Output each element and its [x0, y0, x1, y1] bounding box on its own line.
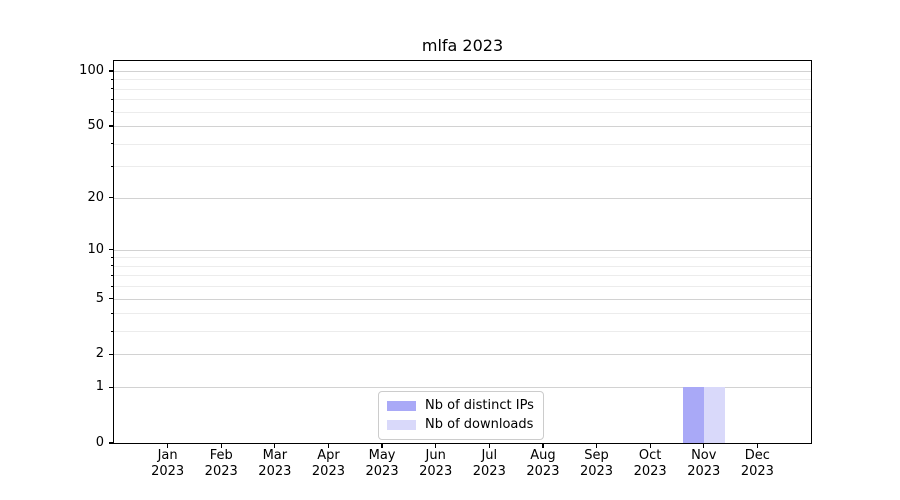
legend-label-downloads: Nb of downloads [425, 417, 534, 432]
y-tick-label-0: 0 [95, 435, 104, 450]
gridline-y-20 [114, 197, 811, 199]
gridline-y-80 [114, 88, 811, 90]
x-tick-label-nov-2023: Nov 2023 [687, 448, 721, 479]
gridline-y-2 [114, 354, 811, 356]
y-tick-10 [109, 249, 114, 251]
gridline-y-60 [114, 111, 811, 113]
legend-swatch-distinct-ips [387, 401, 416, 411]
x-tick-label-may-2023: May 2023 [365, 448, 399, 479]
x-tick-label-oct-2023: Oct 2023 [633, 448, 667, 479]
x-tick-apr-2023 [327, 444, 330, 448]
y-minor-tick-40 [111, 143, 114, 145]
gridline-y-40 [114, 143, 811, 145]
y-tick-label-2: 2 [95, 346, 104, 362]
x-tick-label-dec-2023: Dec 2023 [740, 448, 774, 479]
x-tick-label-mar-2023: Mar 2023 [258, 448, 292, 479]
gridline-y-100 [114, 71, 811, 73]
y-minor-tick-6 [111, 285, 114, 287]
y-tick-label-10: 10 [87, 241, 104, 257]
x-tick-nov-2023 [703, 444, 705, 448]
x-tick-label-apr-2023: Apr 2023 [311, 448, 345, 479]
x-tick-sep-2023 [595, 444, 598, 448]
plot-area [114, 61, 811, 443]
y-tick-label-100: 100 [79, 63, 104, 79]
x-tick-jul-2023 [488, 444, 490, 448]
gridline-y-30 [114, 166, 811, 168]
gridline-y-4 [114, 313, 811, 315]
y-minor-tick-80 [111, 88, 114, 90]
x-tick-aug-2023 [542, 444, 544, 448]
y-minor-tick-7 [111, 274, 114, 276]
gridline-y-10 [114, 249, 811, 251]
x-tick-label-jan-2023: Jan 2023 [151, 448, 185, 479]
y-tick-0 [109, 442, 114, 444]
y-minor-tick-8 [111, 265, 114, 267]
y-minor-tick-3 [111, 330, 114, 332]
x-tick-label-jun-2023: Jun 2023 [419, 448, 453, 479]
legend-item-downloads: Nb of downloads [387, 417, 534, 433]
bar-nb-of-distinct-ips-nov-2023 [682, 387, 704, 443]
y-tick-label-5: 5 [95, 290, 104, 306]
y-tick-2 [109, 353, 114, 356]
x-tick-jan-2023 [167, 444, 169, 448]
x-tick-may-2023 [381, 444, 383, 448]
x-tick-dec-2023 [756, 444, 758, 448]
legend-label-distinct-ips: Nb of distinct IPs [425, 398, 534, 413]
y-tick-100 [109, 70, 114, 72]
bar-nb-of-downloads-nov-2023 [703, 387, 725, 443]
y-minor-tick-60 [111, 111, 114, 113]
gridline-y-90 [114, 79, 811, 81]
gridline-y-6 [114, 286, 811, 288]
gridline-y-3 [114, 331, 811, 333]
x-tick-feb-2023 [220, 444, 222, 448]
gridline-y-50 [114, 126, 811, 128]
gridline-y-5 [114, 298, 811, 300]
y-tick-5 [109, 297, 114, 300]
x-tick-label-sep-2023: Sep 2023 [579, 448, 614, 479]
y-tick-label-50: 50 [87, 118, 104, 134]
legend-swatch-downloads [387, 420, 416, 430]
x-tick-mar-2023 [274, 444, 276, 448]
x-tick-label-aug-2023: Aug 2023 [526, 448, 560, 479]
y-minor-tick-4 [111, 312, 114, 314]
y-tick-50 [109, 125, 114, 127]
x-tick-label-jul-2023: Jul 2023 [472, 448, 506, 479]
y-minor-tick-30 [111, 165, 114, 167]
y-minor-tick-9 [111, 256, 114, 258]
y-tick-label-1: 1 [95, 379, 104, 395]
y-tick-label-20: 20 [87, 189, 104, 205]
legend: Nb of distinct IPs Nb of downloads [378, 391, 544, 440]
y-tick-20 [109, 197, 114, 199]
y-minor-tick-70 [111, 98, 114, 100]
gridline-y-9 [114, 257, 811, 259]
gridline-y-70 [114, 99, 811, 101]
gridline-y-8 [114, 265, 811, 267]
gridline-y-7 [114, 275, 811, 277]
x-tick-jun-2023 [435, 444, 437, 448]
legend-item-distinct-ips: Nb of distinct IPs [387, 398, 534, 414]
gridline-y-1 [114, 387, 811, 389]
y-minor-tick-90 [111, 78, 114, 80]
chart-title: mlfa 2023 [421, 36, 504, 55]
y-tick-1 [109, 386, 114, 388]
x-tick-oct-2023 [649, 444, 651, 448]
x-tick-label-feb-2023: Feb 2023 [204, 448, 238, 479]
